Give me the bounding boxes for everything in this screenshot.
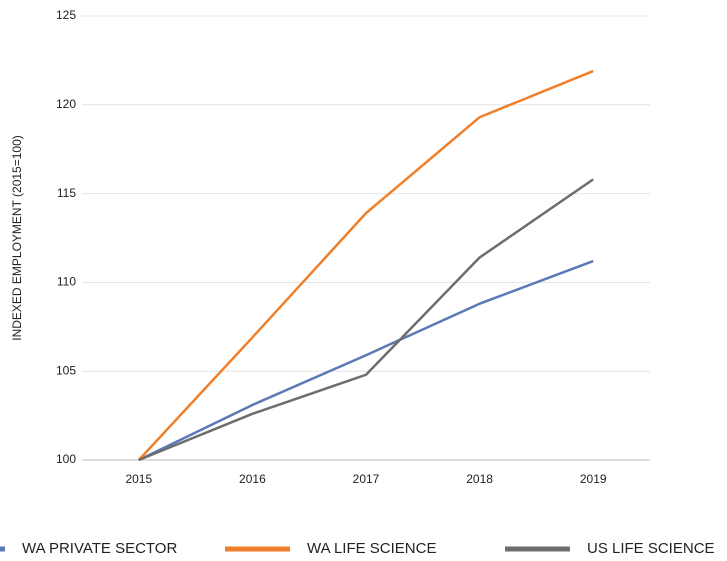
y-tick-label: 125 xyxy=(56,8,76,22)
legend-label: WA LIFE SCIENCE xyxy=(307,540,436,557)
legend-label: US LIFE SCIENCE xyxy=(587,540,715,557)
y-tick-label: 105 xyxy=(56,363,76,377)
series-line xyxy=(138,178,594,462)
x-tick-label: 2017 xyxy=(353,472,380,486)
y-tick-label: 115 xyxy=(57,186,76,200)
x-tick-label: 2016 xyxy=(239,472,266,486)
y-tick-label: 110 xyxy=(57,275,76,289)
legend-label: WA PRIVATE SECTOR xyxy=(22,540,177,557)
series-line xyxy=(138,259,594,462)
y-axis-label: INDEXED EMPLOYMENT (2015=100) xyxy=(10,135,24,341)
x-tick-label: 2015 xyxy=(125,472,152,486)
series-line xyxy=(137,69,594,461)
y-tick-label: 120 xyxy=(56,97,76,111)
x-tick-label: 2019 xyxy=(580,472,607,486)
x-tick-label: 2018 xyxy=(466,472,493,486)
y-tick-label: 100 xyxy=(56,452,76,466)
